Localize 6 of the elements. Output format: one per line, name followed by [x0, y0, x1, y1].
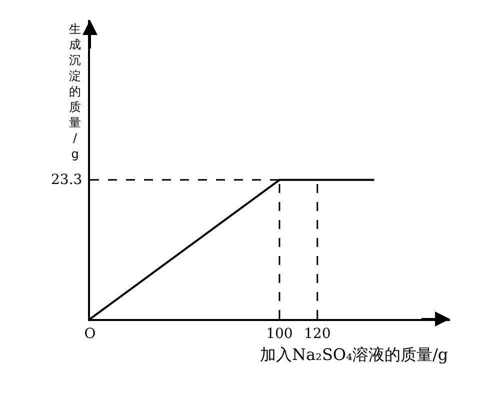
- x-tick-label: 100: [266, 326, 293, 342]
- x-tick-label: O: [84, 326, 96, 342]
- x-axis-title: 加入Na₂SO₄溶液的质量/g: [260, 345, 448, 364]
- x-tick-label: 120: [304, 326, 331, 342]
- text: 生成沉淀的质量/g: [69, 22, 81, 161]
- text: 23.3: [51, 172, 82, 188]
